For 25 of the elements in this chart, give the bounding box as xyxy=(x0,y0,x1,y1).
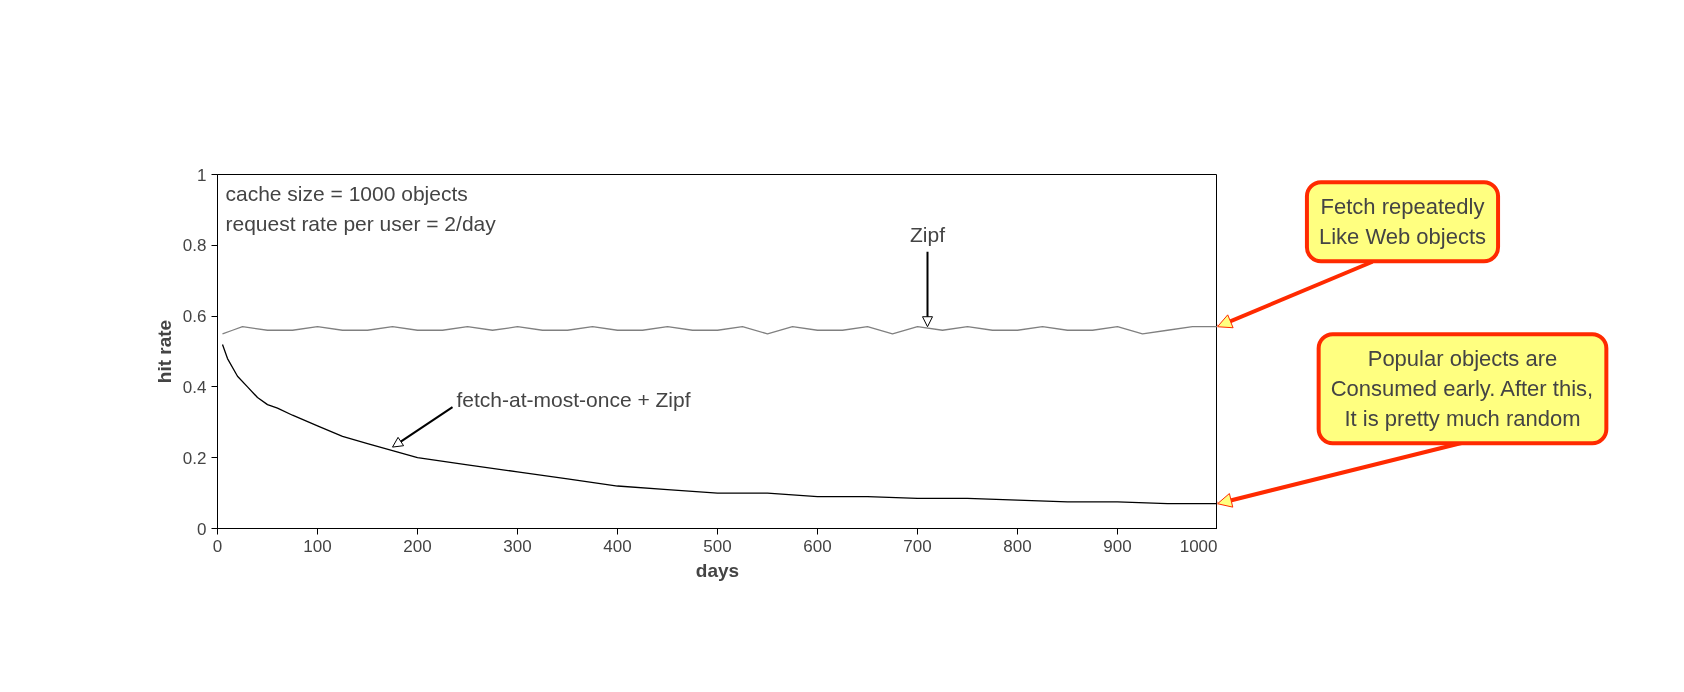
x-tick-label: 800 xyxy=(1003,536,1032,556)
x-tick-label: 0 xyxy=(212,536,223,556)
x-tick-label: 700 xyxy=(903,536,932,556)
x-tick-label: 400 xyxy=(603,536,632,556)
x-tick-label: 1000 xyxy=(1179,536,1218,556)
x-tick-label: 200 xyxy=(403,536,432,556)
x-axis-title: days xyxy=(695,559,740,581)
annotation: request rate per user = 2/day xyxy=(225,211,497,235)
y-tick-label: 0.6 xyxy=(182,307,207,327)
x-tick-label: 900 xyxy=(1103,536,1132,556)
y-tick-label: 0.2 xyxy=(182,448,207,468)
annotation: Popular objects are Consumed early. After this, It is pretty much random xyxy=(1330,346,1594,432)
annotation: Fetch repeatedly Like Web objects xyxy=(1318,194,1487,250)
annotation: fetch-at-most-once + Zipf xyxy=(456,388,691,412)
y-tick-label: 0.8 xyxy=(182,236,207,256)
x-tick-label: 600 xyxy=(803,536,832,556)
y-tick-label: 1 xyxy=(197,165,207,185)
x-tick-label: 100 xyxy=(303,536,332,556)
x-tick-label: 500 xyxy=(703,536,732,556)
x-tick-label: 300 xyxy=(503,536,532,556)
y-tick-label: 0 xyxy=(197,519,207,539)
annotation: cache size = 1000 objects xyxy=(225,181,468,205)
y-axis-title: hit rate xyxy=(153,319,175,384)
y-tick-label: 0.4 xyxy=(182,377,207,397)
annotation: Zipf xyxy=(910,222,946,246)
